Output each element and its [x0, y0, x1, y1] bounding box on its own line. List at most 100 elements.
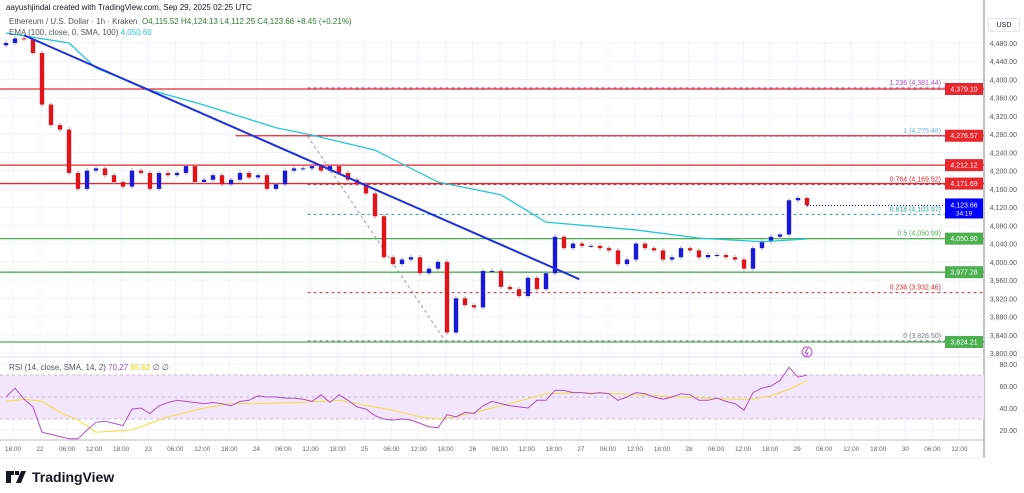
price-level-label: 4,171.69 — [950, 181, 977, 188]
candle-up — [327, 166, 333, 171]
candle-up — [714, 254, 720, 256]
candle-down — [696, 250, 702, 258]
candle-down — [606, 248, 612, 251]
candle-up — [93, 168, 99, 171]
candle-up — [156, 172, 162, 189]
candle-down — [417, 257, 423, 274]
candle-down — [147, 172, 153, 189]
y-tick-label: 3,800.00 — [990, 351, 1017, 358]
candle-up — [300, 168, 306, 170]
candle-up — [255, 175, 261, 178]
candle-up — [237, 172, 243, 180]
x-tick-label: 12:00 — [627, 446, 644, 453]
x-tick-label: 18:00 — [870, 446, 887, 453]
lightning-alert-icon[interactable] — [801, 346, 813, 358]
x-tick-label: 22 — [36, 446, 44, 453]
credit-text: aayushjindal created with TradingView.co… — [6, 3, 252, 12]
x-tick-label: 18:00 — [546, 446, 563, 453]
rsi-label: RSI (14, close, SMA, 14, 2) — [9, 363, 106, 372]
x-tick-label: 12:00 — [194, 446, 211, 453]
y-tick-label: 4,200.00 — [990, 169, 1017, 176]
candle-down — [732, 257, 738, 260]
candle-down — [138, 170, 144, 173]
price-level-label: 3,824.21 — [950, 339, 977, 346]
fib-level-label: 0.618 (4,103.97) — [890, 206, 941, 213]
candle-down — [579, 243, 585, 246]
x-tick-label: 06:00 — [708, 446, 725, 453]
symbol-name: Ethereum / U.S. Dollar · 1h · Kraken — [9, 17, 138, 26]
candle-up — [624, 259, 630, 265]
price-level-label: 4,050.90 — [950, 236, 977, 243]
rsi-ma-line — [5, 380, 808, 433]
rsi-extra: ∅ ∅ — [152, 363, 169, 372]
candle-up — [210, 175, 216, 180]
candle-down — [516, 289, 522, 297]
x-tick-label: 18:00 — [654, 446, 671, 453]
last-price-tag — [945, 198, 983, 219]
candle-up — [309, 166, 315, 169]
y-tick-label: 4,360.00 — [990, 96, 1017, 103]
candle-down — [165, 172, 171, 176]
candle-up — [174, 172, 180, 176]
tradingview-logo[interactable]: TradingView — [6, 469, 114, 485]
candle-down — [561, 236, 567, 249]
x-tick-label: 12:00 — [410, 446, 427, 453]
x-tick-label: 27 — [577, 446, 585, 453]
price-level-tag — [945, 177, 983, 190]
price-level-tag — [945, 159, 983, 172]
last-price-label: 4,123.66 — [950, 202, 977, 209]
price-level-tag — [945, 232, 983, 245]
candle-down — [471, 305, 477, 308]
candle-down — [534, 277, 540, 290]
price-level-label: 4,379.10 — [950, 87, 977, 94]
price-level-tag — [945, 335, 983, 348]
x-tick-label: 30 — [902, 446, 910, 453]
y-tick-label: 4,320.00 — [990, 114, 1017, 121]
y-tick-label: 4,160.00 — [990, 187, 1017, 194]
ema-value: 4,050.60 — [120, 28, 152, 37]
y-tick-label: 3,920.00 — [990, 296, 1017, 303]
candle-down — [21, 38, 27, 40]
candle-down — [66, 129, 72, 173]
y-tick-label: 4,000.00 — [990, 260, 1017, 267]
y-tick-label: 4,440.00 — [990, 59, 1017, 66]
x-tick-label: 24 — [253, 446, 261, 453]
candle-up — [786, 200, 792, 235]
countdown-label: 34:19 — [956, 210, 973, 217]
candle-down — [723, 254, 729, 258]
fib-level-label: 0.764 (4,169.52) — [890, 177, 941, 184]
candle-up — [129, 170, 135, 187]
candle-up — [552, 236, 558, 274]
candle-up — [759, 241, 765, 249]
candle-up — [480, 270, 486, 308]
candle-up — [201, 179, 207, 183]
price-level-tag — [945, 129, 983, 142]
ema-line — [5, 32, 808, 243]
candle-down — [363, 184, 369, 194]
ema-legend[interactable]: EMA (100, close, 0, SMA, 100) 4,050.60 — [9, 28, 152, 37]
y-tick-label: 4,240.00 — [990, 150, 1017, 157]
rsi-tick-label: 20.00 — [999, 428, 1017, 435]
candle-down — [444, 261, 450, 333]
candle-up — [291, 168, 297, 171]
candle-down — [597, 245, 603, 249]
candle-down — [372, 193, 378, 217]
x-tick-label: 28 — [685, 446, 693, 453]
currency-button[interactable]: USD — [988, 18, 1020, 32]
candle-up — [12, 38, 18, 43]
candle-up — [435, 261, 441, 269]
candle-down — [741, 259, 747, 269]
candle-down — [48, 104, 54, 126]
rsi-legend[interactable]: RSI (14, close, SMA, 14, 2) 70.27 65.62 … — [9, 363, 169, 372]
candle-down — [264, 175, 270, 189]
candle-up — [777, 234, 783, 237]
candle-up — [705, 254, 711, 258]
x-tick-label: 12:00 — [302, 446, 319, 453]
candle-down — [390, 257, 396, 265]
y-tick-label: 4,080.00 — [990, 223, 1017, 230]
y-tick-label: 4,400.00 — [990, 77, 1017, 84]
fib-level-label: 1.236 (4,381.44) — [890, 80, 941, 87]
x-tick-label: 18:00 — [762, 446, 779, 453]
fib-level-label: 1 (4,275.48) — [903, 128, 941, 135]
